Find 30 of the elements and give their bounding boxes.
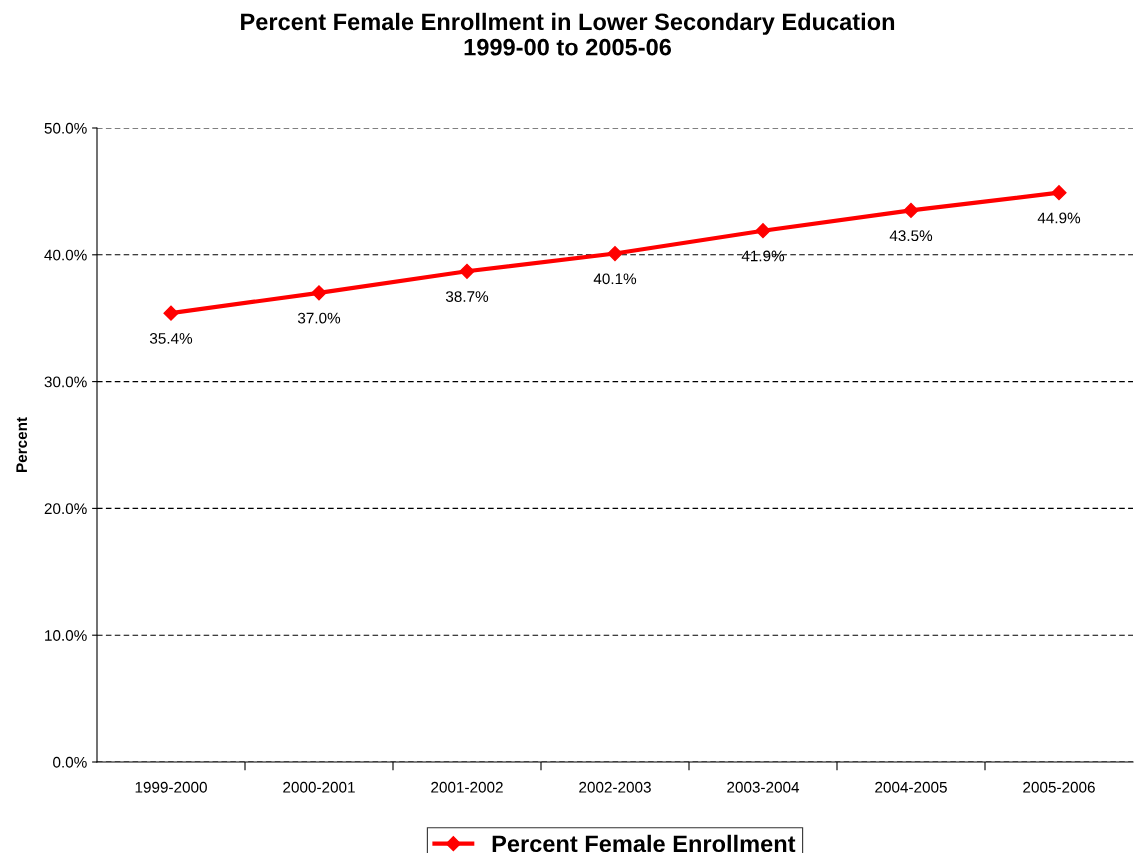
y-axis-title: Percent — [16, 417, 28, 472]
y-tick-label: 50.0% — [44, 122, 87, 134]
chart-title: Percent Female Enrollment in Lower Secondary Education 1999-00 to 2005-06 — [241, 12, 895, 56]
x-tick-label: 2001-2002 — [431, 781, 503, 793]
x-tick-label: 2005-2006 — [1023, 781, 1095, 793]
x-tick-label: 1999-2000 — [135, 781, 207, 793]
point — [459, 263, 475, 279]
y-tick-label: 30.0% — [44, 376, 87, 388]
data-label: 44.9% — [1037, 212, 1081, 224]
point — [311, 285, 327, 301]
y-tick-label: 10.0% — [45, 630, 87, 641]
data-label: 35.4% — [149, 332, 193, 344]
x-tick-label: 2002-2003 — [579, 781, 651, 793]
legend-label: Percent Female Enrollment — [492, 834, 796, 853]
data-label: 43.5% — [889, 230, 933, 242]
point — [163, 305, 179, 321]
point — [1051, 185, 1067, 201]
x-tick-label: 2000-2001 — [283, 781, 355, 793]
data-label: 38.7% — [445, 291, 489, 302]
y-tick-label: 40.0% — [44, 249, 87, 261]
y-tick-label: 20.0% — [44, 503, 87, 515]
point — [607, 245, 623, 262]
data-label: 37.0% — [297, 312, 341, 324]
x-tick-label: 2004-2005 — [875, 781, 947, 793]
data-label: 41.9% — [741, 250, 785, 262]
y-tick-label: 0.0% — [53, 756, 87, 768]
data-label: 40.1% — [593, 273, 637, 285]
point — [755, 223, 771, 239]
x-tick-label: 2003-2004 — [727, 781, 800, 793]
point — [903, 202, 919, 218]
